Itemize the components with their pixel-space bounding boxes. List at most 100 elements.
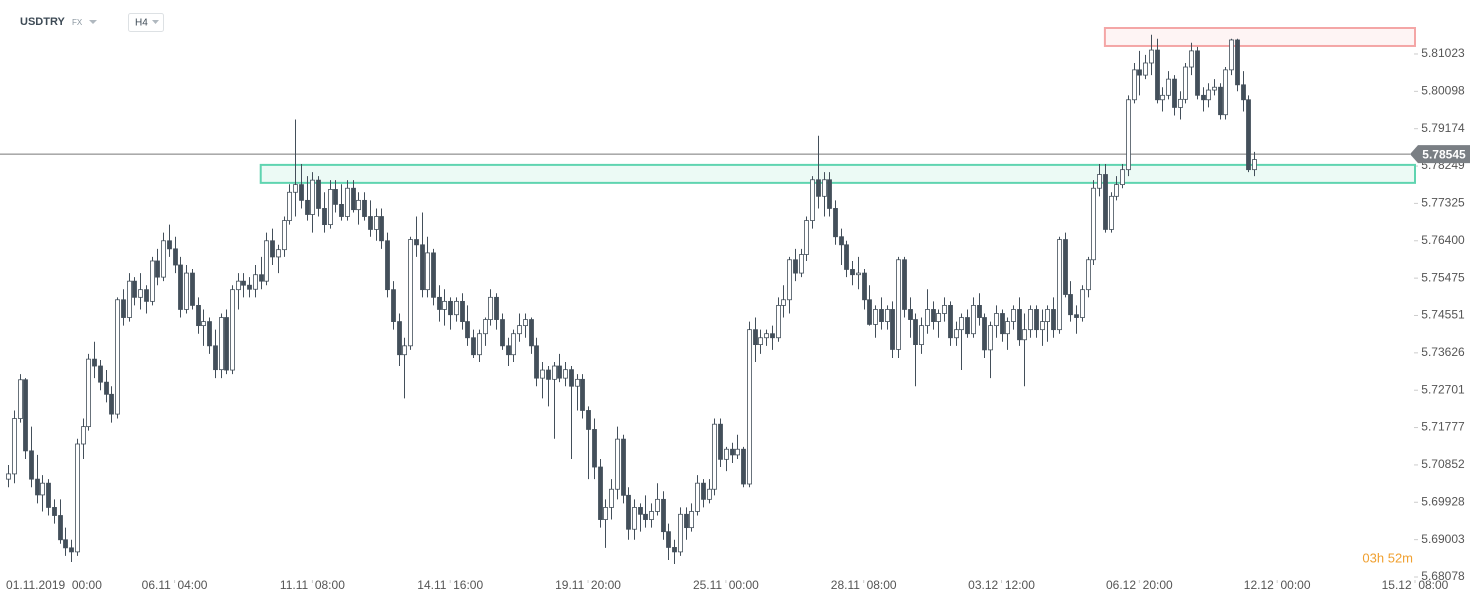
candle-body — [1086, 259, 1091, 291]
candle-body — [115, 299, 120, 415]
candle-body — [529, 319, 534, 347]
candle-body — [437, 296, 442, 310]
candle-body — [954, 329, 959, 339]
candle-body — [747, 329, 752, 485]
candle-body — [890, 309, 895, 350]
candle-body — [546, 369, 551, 380]
candle-body — [598, 466, 603, 520]
candle-body — [1195, 50, 1200, 96]
candle-body — [425, 252, 430, 291]
candle-body — [1034, 309, 1039, 331]
candle-body — [569, 369, 574, 387]
candle-body — [902, 259, 907, 310]
candle-body — [322, 208, 327, 226]
candle-body — [1005, 321, 1010, 335]
candle-body — [552, 365, 557, 380]
candle-body — [431, 252, 436, 298]
candle-body — [787, 259, 792, 301]
x-tick-label: 12.12 00:00 — [1244, 578, 1311, 592]
candle-body — [557, 365, 562, 379]
candle-body — [1114, 184, 1119, 197]
candle-body — [402, 345, 407, 356]
candle-body — [655, 498, 660, 512]
candle-body — [799, 254, 804, 274]
candle-body — [1172, 78, 1177, 108]
candle-body — [460, 300, 465, 322]
candle-body — [310, 179, 315, 215]
candle-body — [753, 329, 758, 346]
candle-body — [58, 515, 63, 541]
candle-body — [167, 240, 172, 250]
candle-body — [184, 272, 189, 310]
candle-body — [276, 249, 281, 258]
candle-body — [931, 309, 936, 322]
candle-body — [1201, 94, 1206, 101]
candle-body — [1011, 309, 1016, 322]
candle-body — [873, 309, 878, 325]
candle-body — [12, 418, 17, 475]
candle-body — [1149, 49, 1154, 64]
dropdown-arrow[interactable] — [89, 20, 97, 24]
candle-body — [109, 393, 114, 415]
candle-body — [132, 280, 137, 298]
candle-body — [397, 321, 402, 356]
candle-body — [810, 179, 815, 221]
candle-body — [362, 199, 367, 217]
candle-body — [575, 378, 580, 387]
candle-body — [368, 216, 373, 230]
dropdown-arrow[interactable] — [152, 20, 159, 24]
candle-body — [839, 236, 844, 246]
candle-body — [850, 269, 855, 276]
candle-body — [1074, 314, 1079, 318]
candle-body — [1235, 39, 1240, 86]
candle-body — [511, 333, 516, 356]
plot: 5.68078 5.69003 5.69928 5.70852 5.71777 5.727… — [0, 27, 1470, 592]
candle-body — [259, 274, 264, 282]
candle-body — [333, 189, 338, 205]
interval[interactable]: H4 — [135, 18, 148, 29]
candle-body — [63, 539, 68, 549]
interval-box[interactable] — [128, 13, 164, 32]
candle-body — [18, 379, 23, 419]
candle-body — [959, 317, 964, 331]
candle-body — [1063, 239, 1068, 295]
x-tick-label: 11.11 08:00 — [280, 578, 345, 592]
candle-body — [385, 240, 390, 291]
candle-body — [1137, 69, 1142, 76]
y-tick-label: 5.69003 — [1421, 532, 1465, 546]
candle-body — [236, 280, 241, 291]
candle-body — [689, 511, 694, 529]
candle-body — [1143, 62, 1148, 76]
candle-body — [936, 313, 941, 322]
candle-body — [822, 179, 827, 197]
y-tick-label: 5.71777 — [1421, 420, 1465, 434]
candle-body — [155, 260, 160, 278]
timer: 03h 52m — [1362, 550, 1413, 565]
candle-body — [1218, 86, 1223, 116]
candle-body — [517, 325, 522, 335]
candle-body — [741, 448, 746, 485]
candle-body — [207, 321, 212, 347]
candle-body — [500, 319, 505, 347]
candle-body — [684, 513, 689, 529]
candle-body — [1028, 309, 1033, 331]
x-tick-label: 01.11.2019 00:00 — [6, 578, 102, 592]
candle-body — [776, 305, 781, 339]
market[interactable]: FX — [72, 18, 83, 27]
candle-body — [414, 239, 419, 246]
candle-body — [672, 547, 677, 553]
y-tick-label: 5.70852 — [1421, 457, 1465, 471]
candle-body — [919, 325, 924, 346]
candle-body — [144, 289, 149, 302]
candle-body — [770, 333, 775, 339]
candle-body — [1109, 195, 1114, 230]
y-tick-label: 5.73626 — [1421, 345, 1465, 359]
candle-body — [46, 482, 51, 508]
candle-body — [615, 438, 620, 490]
x-tick-label: 06.12 20:00 — [1106, 578, 1173, 592]
candle-body — [138, 289, 143, 298]
candle-body — [885, 309, 890, 322]
y-tick-label: 5.76400 — [1421, 233, 1465, 247]
x-tick-label: 15.12 08:00 — [1382, 578, 1449, 592]
candle-body — [1206, 89, 1211, 101]
